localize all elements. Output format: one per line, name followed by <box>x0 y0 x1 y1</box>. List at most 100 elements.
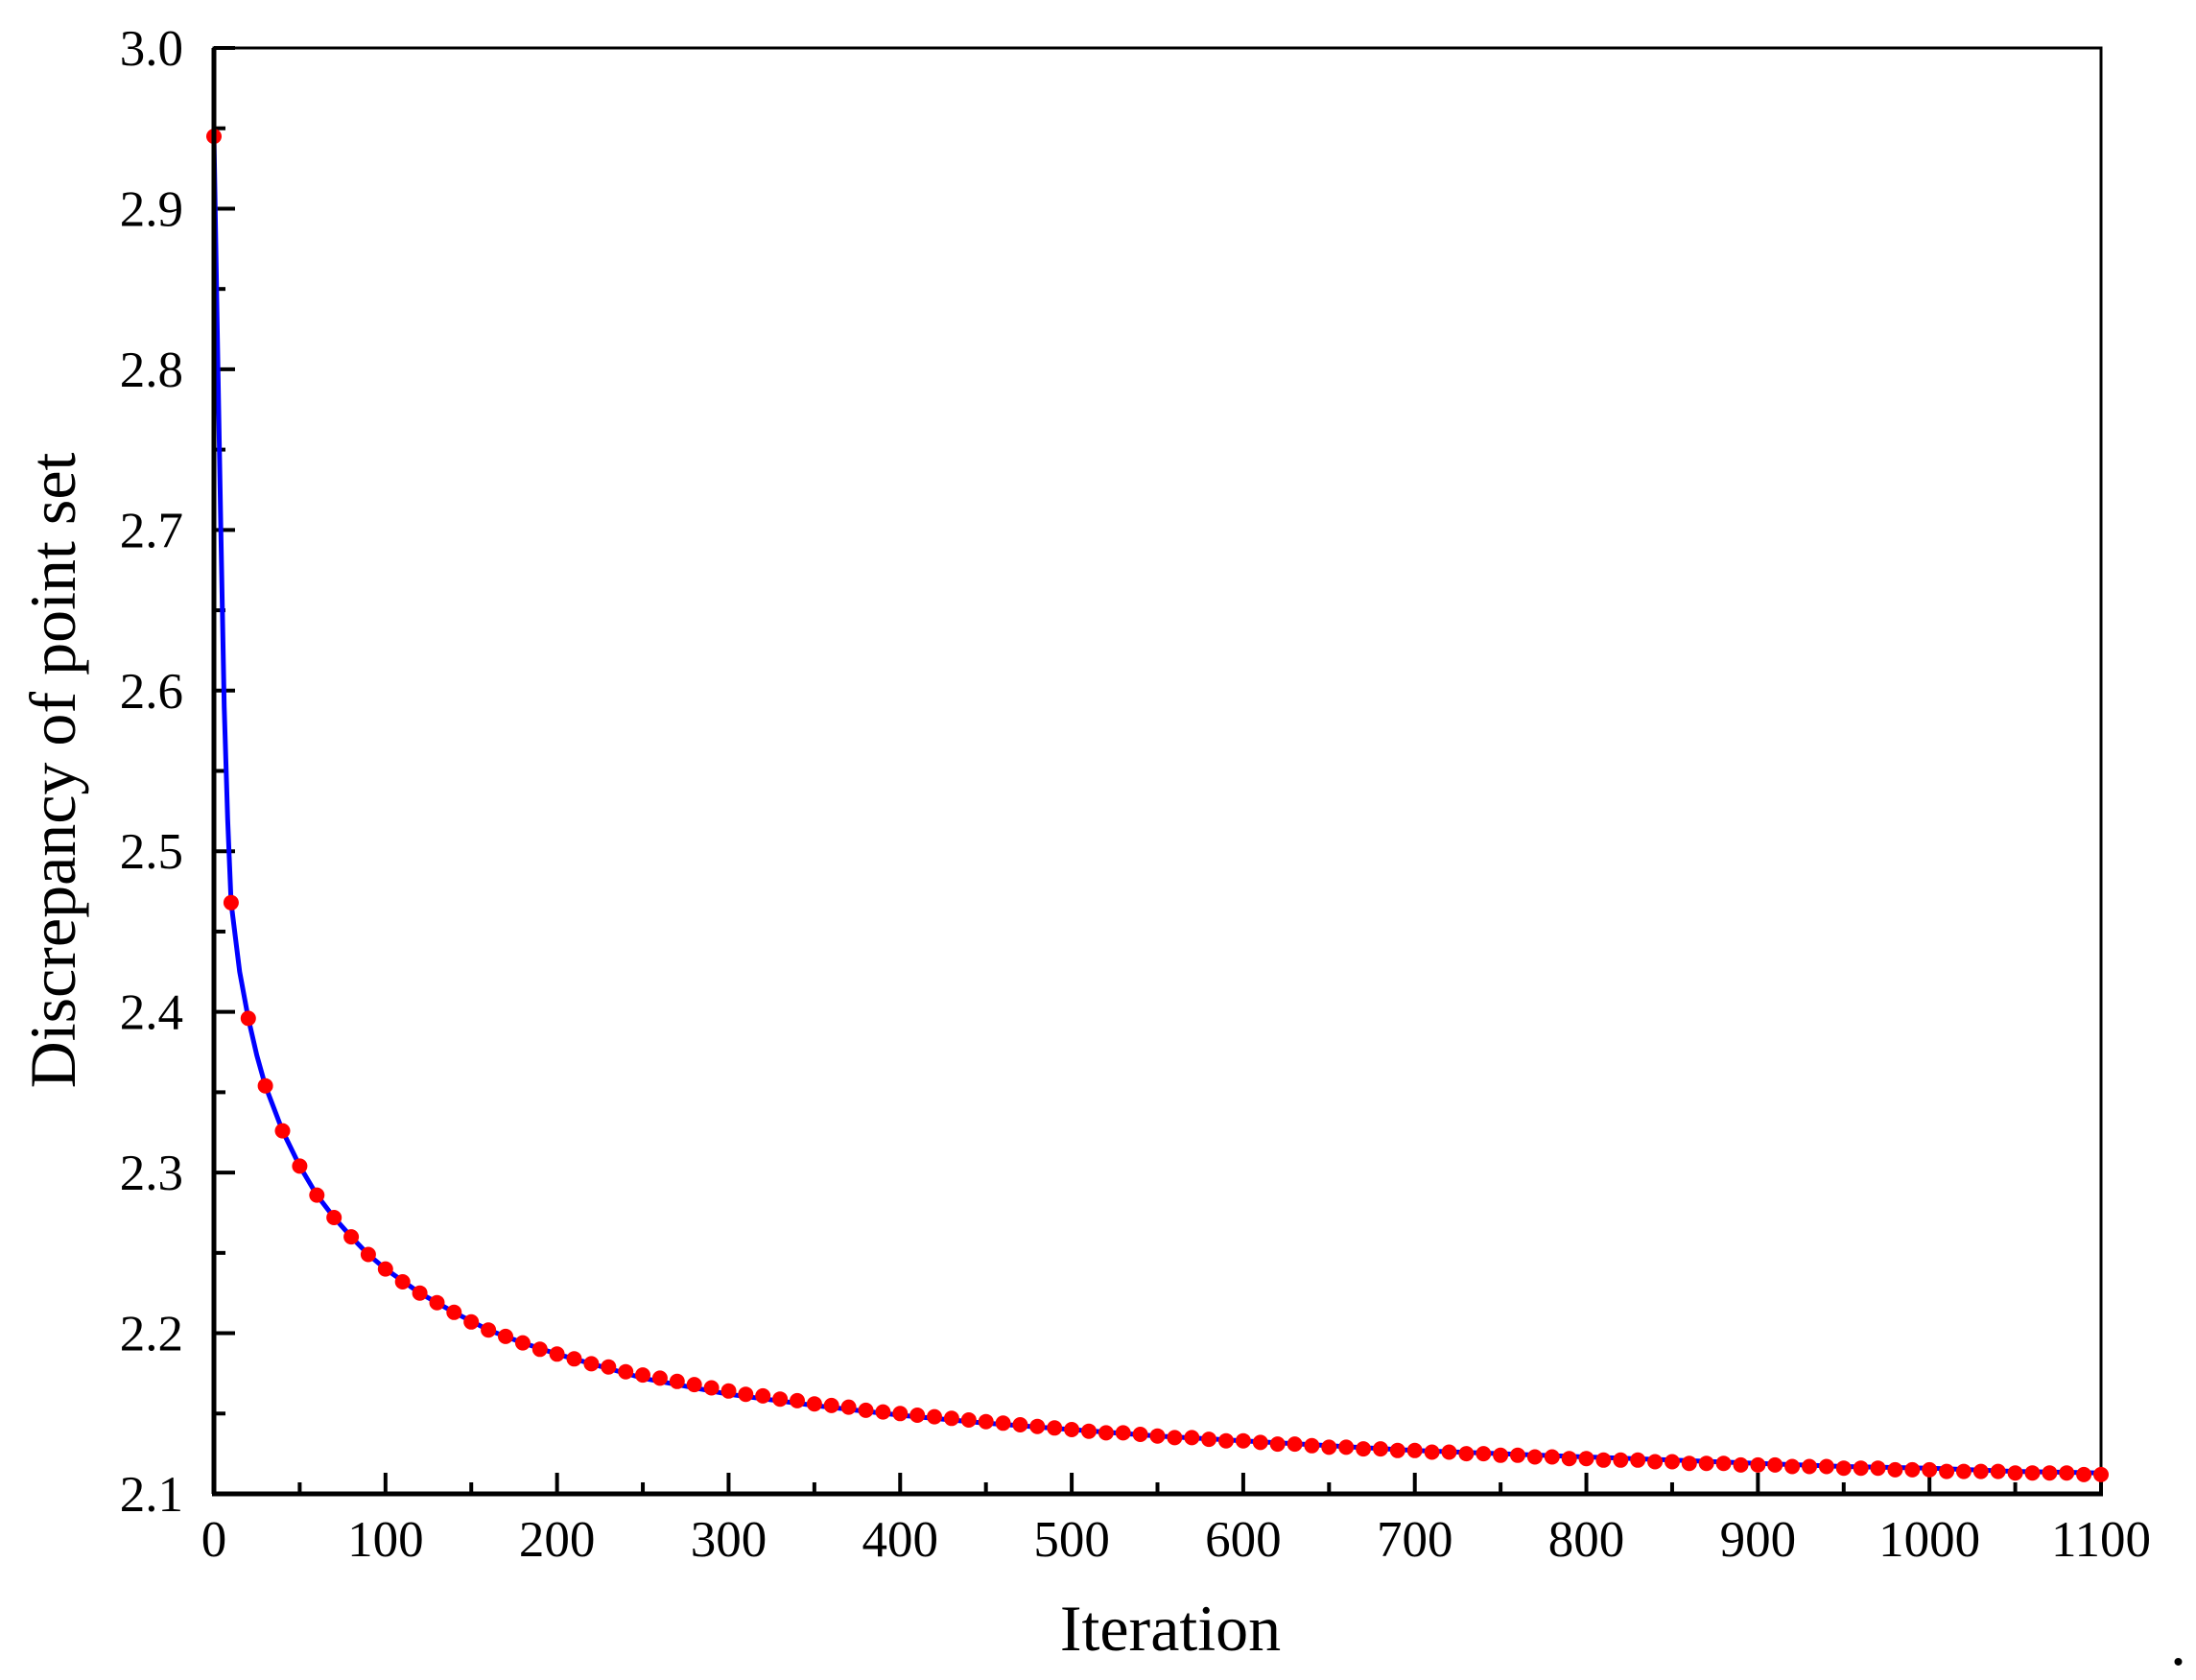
data-point <box>1373 1441 1388 1457</box>
y-tick-label: 2.9 <box>120 181 183 237</box>
x-tick-label: 400 <box>862 1512 939 1568</box>
data-point <box>1252 1434 1268 1451</box>
data-point <box>720 1383 737 1399</box>
data-point <box>1029 1418 1046 1434</box>
data-point <box>498 1328 513 1344</box>
data-point <box>909 1408 926 1423</box>
data-point <box>806 1396 822 1412</box>
x-tick-label: 800 <box>1548 1512 1625 1568</box>
data-point <box>1802 1458 1817 1475</box>
data-point <box>1458 1446 1475 1462</box>
data-point <box>1115 1425 1131 1441</box>
y-tick-label: 2.1 <box>120 1467 183 1523</box>
y-tick-label: 2.2 <box>120 1307 183 1362</box>
data-point <box>549 1346 565 1362</box>
data-point <box>790 1392 805 1408</box>
data-point <box>1081 1423 1097 1439</box>
data-point <box>1441 1444 1457 1460</box>
data-point <box>1681 1455 1697 1472</box>
data-point <box>274 1123 291 1139</box>
data-point <box>326 1210 342 1225</box>
data-point <box>2093 1466 2109 1482</box>
data-point <box>618 1363 634 1380</box>
data-point <box>514 1335 531 1351</box>
data-point <box>223 894 239 911</box>
data-point <box>1235 1432 1251 1449</box>
x-tick-label: 900 <box>1720 1512 1797 1568</box>
data-series <box>206 129 2109 1482</box>
x-tick-label: 0 <box>201 1512 227 1568</box>
data-point <box>394 1274 411 1290</box>
data-point <box>892 1406 909 1422</box>
data-point <box>875 1404 891 1420</box>
data-point <box>446 1304 462 1320</box>
x-tick-label: 100 <box>347 1512 424 1568</box>
x-tick-label: 300 <box>691 1512 767 1568</box>
data-point <box>360 1246 376 1263</box>
data-point <box>840 1399 857 1415</box>
y-tick-label: 2.7 <box>120 503 183 558</box>
data-point <box>1132 1427 1148 1442</box>
data-point <box>651 1370 668 1386</box>
x-tick-label: 1100 <box>2051 1512 2151 1568</box>
data-point <box>635 1367 650 1384</box>
data-point <box>1955 1463 1972 1479</box>
y-axis-title: Discrepancy of point set <box>16 452 89 1088</box>
y-tick-label: 2.5 <box>120 824 183 880</box>
data-point <box>1526 1449 1543 1465</box>
data-point <box>1338 1439 1355 1455</box>
data-point <box>566 1351 582 1367</box>
data-point <box>1818 1458 1834 1475</box>
data-point <box>1561 1451 1577 1467</box>
data-point <box>772 1391 789 1408</box>
axis-ticks <box>212 46 2103 1496</box>
data-point <box>1321 1439 1337 1455</box>
data-point <box>1904 1461 1921 1478</box>
data-point <box>429 1294 445 1311</box>
data-point <box>1149 1428 1166 1444</box>
data-point <box>1647 1454 1664 1470</box>
data-point <box>755 1387 771 1404</box>
data-point <box>1064 1422 1080 1437</box>
data-point <box>1304 1437 1320 1454</box>
data-point <box>1595 1452 1612 1468</box>
data-point <box>583 1356 600 1372</box>
axis-tick-labels: 0 100 200 300 400 500 600 700 800 900 1000 1100 2.1 2… <box>120 21 2151 1568</box>
plot-frame <box>212 46 2103 1496</box>
data-point <box>1665 1454 1680 1470</box>
data-point <box>1510 1447 1525 1463</box>
data-point <box>1733 1456 1749 1473</box>
data-point <box>1287 1436 1303 1453</box>
data-point <box>1389 1442 1405 1458</box>
data-point <box>2024 1465 2041 1481</box>
data-point <box>1613 1452 1629 1468</box>
x-tick-label: 600 <box>1205 1512 1282 1568</box>
x-axis-title: Iteration <box>1060 1592 1281 1665</box>
data-point <box>2059 1465 2075 1481</box>
data-point <box>1630 1452 1646 1468</box>
data-point <box>1201 1432 1217 1448</box>
data-point <box>1167 1430 1183 1446</box>
data-point <box>1939 1463 1955 1479</box>
x-tick-label: 700 <box>1377 1512 1453 1568</box>
data-point <box>738 1386 754 1403</box>
data-point <box>481 1322 497 1338</box>
data-point <box>823 1397 839 1413</box>
data-point <box>1990 1463 2006 1479</box>
data-point <box>960 1412 977 1428</box>
data-point <box>377 1261 393 1277</box>
data-point <box>858 1402 874 1418</box>
data-point <box>1269 1436 1286 1453</box>
data-point <box>927 1408 942 1425</box>
data-point <box>686 1377 702 1393</box>
data-point <box>1406 1442 1423 1458</box>
data-point <box>1767 1456 1783 1473</box>
data-point <box>1012 1417 1028 1432</box>
data-point <box>1544 1449 1560 1465</box>
data-point <box>257 1077 273 1094</box>
data-point <box>1887 1461 1903 1478</box>
data-point <box>1047 1420 1063 1436</box>
data-point <box>2076 1466 2092 1482</box>
data-point <box>1356 1441 1372 1457</box>
